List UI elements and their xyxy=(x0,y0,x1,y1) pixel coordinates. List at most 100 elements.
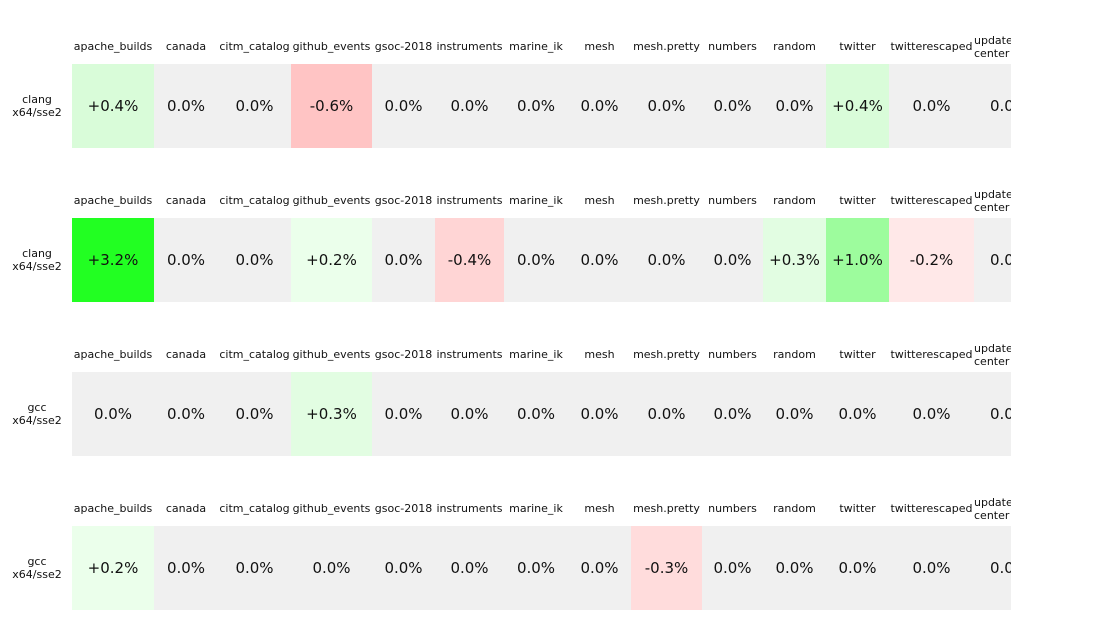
column-header: mesh.pretty xyxy=(633,40,700,53)
cell-text: 0.0% xyxy=(450,405,489,423)
cell-text: 0.0% xyxy=(166,251,206,269)
cell-text: 0.0% xyxy=(166,405,206,423)
column-header: marine_ik xyxy=(509,348,563,361)
row-label: clang x64/sse2 xyxy=(2,93,72,119)
value-cell: 0.0% xyxy=(631,64,702,148)
column-header: citm_catalog xyxy=(219,194,290,207)
cell-text: 0.0% xyxy=(166,559,206,577)
column-header: canada xyxy=(165,348,207,361)
value-cell: 0.0% xyxy=(372,218,435,302)
column-header: gsoc-2018 xyxy=(374,348,433,361)
cell-text: 0.0% xyxy=(580,251,619,269)
cell-text: +0.3% xyxy=(769,251,820,269)
column-header: update-center xyxy=(974,188,1011,214)
column-header: instruments xyxy=(436,348,503,361)
row-label-line: x64/sse2 xyxy=(12,414,62,427)
column-header: numbers xyxy=(708,194,757,207)
value-cell: 0.0% xyxy=(372,64,435,148)
value-cell: 0.0% xyxy=(218,526,291,610)
value-cell: +0.2% xyxy=(291,218,372,302)
value-cell: 0.0% xyxy=(291,526,372,610)
column-header: apache_builds xyxy=(73,348,153,361)
row-label-line: gcc xyxy=(27,401,47,414)
column-header: citm_catalog xyxy=(219,40,290,53)
column-header: twitter xyxy=(839,40,876,53)
cell-text: 0.0% xyxy=(775,405,814,423)
column-header: marine_ik xyxy=(509,502,563,515)
value-cell: 0.0% xyxy=(435,372,504,456)
value-cell: +0.3% xyxy=(291,372,372,456)
column-header: mesh xyxy=(584,40,615,53)
column-header: random xyxy=(773,502,816,515)
value-cell: 0.0% xyxy=(826,526,889,610)
column-header: github_events xyxy=(292,348,371,361)
column-header: random xyxy=(773,194,816,207)
table-area: apache_builds +0.4% canada 0.0% citm_catalog… xyxy=(2,34,1011,610)
column-header: update-center xyxy=(974,496,1011,522)
cell-text: 0.0% xyxy=(235,97,274,115)
value-cell: 0.0% xyxy=(763,64,826,148)
value-cell: 0.0% xyxy=(154,372,218,456)
column-header: twitterescaped xyxy=(890,194,973,207)
column-header: mesh xyxy=(584,502,615,515)
row-label-line: clang xyxy=(22,93,52,106)
cell-text: 0.0% xyxy=(235,251,274,269)
cell-text: 0.0% xyxy=(775,97,814,115)
column-header: random xyxy=(773,40,816,53)
cell-text: 0.0% xyxy=(838,559,877,577)
value-cell: 0.0% xyxy=(218,218,291,302)
column-header: mesh.pretty xyxy=(633,502,700,515)
value-cell: 0.0% xyxy=(702,64,763,148)
value-cell: 0.0% xyxy=(974,526,1011,610)
cell-text: 0.0% xyxy=(713,559,752,577)
row-label-line: clang xyxy=(22,247,52,260)
value-cell: 0.0% xyxy=(702,218,763,302)
column-header: mesh.pretty xyxy=(633,348,700,361)
value-cell: 0.0% xyxy=(889,526,974,610)
column-header: twitterescaped xyxy=(890,502,973,515)
column-header: twitter xyxy=(839,194,876,207)
column-header: gsoc-2018 xyxy=(374,502,433,515)
value-cell: 0.0% xyxy=(372,372,435,456)
cell-text: 0.0% xyxy=(450,559,489,577)
row-label-line: x64/sse2 xyxy=(12,260,62,273)
cell-text: 0.0% xyxy=(912,405,951,423)
value-cell: 0.0% xyxy=(154,218,218,302)
column-header: citm_catalog xyxy=(219,502,290,515)
row-label-line: x64/sse2 xyxy=(12,568,62,581)
value-cell: 0.0% xyxy=(702,526,763,610)
row-label: gcc x64/sse2 xyxy=(2,555,72,581)
value-cell: 0.0% xyxy=(631,372,702,456)
cell-text: 0.0% xyxy=(516,251,556,269)
cell-text: 0.0% xyxy=(713,97,752,115)
value-cell: -0.2% xyxy=(889,218,974,302)
cell-text: +1.0% xyxy=(832,251,883,269)
value-cell: 0.0% xyxy=(974,372,1011,456)
cell-text: -0.3% xyxy=(644,559,689,577)
cell-text: 0.0% xyxy=(989,251,1011,269)
cell-text: 0.0% xyxy=(912,559,951,577)
value-cell: 0.0% xyxy=(974,64,1011,148)
cell-text: 0.0% xyxy=(384,97,423,115)
value-cell: 0.0% xyxy=(763,372,826,456)
column-header: apache_builds xyxy=(73,502,153,515)
column-header: apache_builds xyxy=(73,194,153,207)
cell-text: 0.0% xyxy=(580,559,619,577)
value-cell: +3.2% xyxy=(72,218,154,302)
column-header: canada xyxy=(165,194,207,207)
cell-text: 0.0% xyxy=(713,251,752,269)
column-header: instruments xyxy=(436,40,503,53)
column-header: github_events xyxy=(292,194,371,207)
column-header: twitterescaped xyxy=(890,40,973,53)
cell-text: 0.0% xyxy=(384,559,423,577)
value-cell: 0.0% xyxy=(889,64,974,148)
cell-text: -0.4% xyxy=(447,251,492,269)
column-header: canada xyxy=(165,502,207,515)
column-header: citm_catalog xyxy=(219,348,290,361)
column-header: github_events xyxy=(292,40,371,53)
value-cell: 0.0% xyxy=(763,526,826,610)
value-cell: 0.0% xyxy=(435,526,504,610)
cell-text: -0.6% xyxy=(309,97,354,115)
cell-text: 0.0% xyxy=(647,251,686,269)
